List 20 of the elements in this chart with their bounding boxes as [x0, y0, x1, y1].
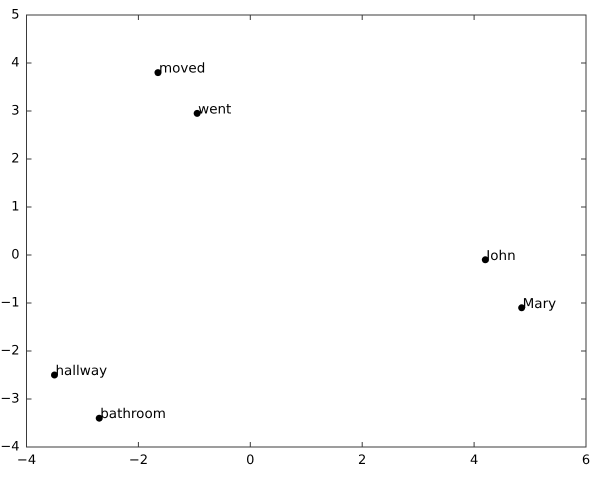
x-tick-label: 2: [358, 453, 366, 468]
y-tick-label: −4: [0, 439, 20, 454]
x-tick-label: 6: [582, 453, 590, 468]
y-tick-label: −3: [0, 391, 20, 406]
series-label: moved: [158, 60, 206, 77]
y-tick-label: 5: [11, 7, 20, 22]
series-label: bathroom: [100, 406, 166, 422]
series-label: Mary: [522, 296, 556, 312]
x-tick-label: 0: [246, 453, 254, 468]
series-label: went: [198, 101, 232, 118]
y-tick-label: 0: [11, 247, 20, 262]
y-tick-label: 1: [11, 199, 20, 214]
y-tick-label: 4: [11, 55, 20, 70]
y-tick-label: 2: [11, 151, 20, 166]
x-tick-label: −2: [128, 453, 148, 468]
y-tick-label: 3: [11, 103, 20, 118]
y-tick-label: −1: [0, 295, 20, 310]
x-tick-label: 4: [470, 453, 478, 468]
series-label: hallway: [55, 363, 108, 379]
y-tick-label: −2: [0, 343, 20, 358]
